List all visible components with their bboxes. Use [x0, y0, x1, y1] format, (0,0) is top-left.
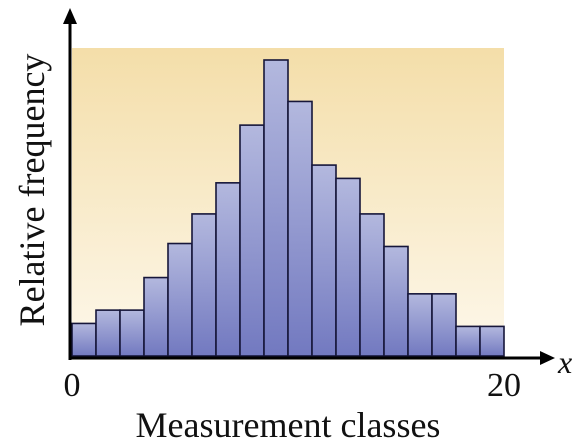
- histogram-bar: [167, 242, 193, 357]
- x-axis-arrow-icon: [540, 351, 555, 365]
- histogram-bar: [239, 124, 265, 357]
- histogram-bar: [71, 322, 97, 357]
- histogram-bar: [383, 245, 409, 357]
- x-tick-labels: 0 20: [64, 367, 522, 404]
- histogram-bar: [311, 164, 337, 357]
- histogram-bar: [479, 325, 505, 357]
- x-axis-symbol: x: [557, 344, 572, 380]
- histogram-bar: [143, 276, 169, 357]
- histogram-bar: [431, 293, 457, 357]
- bars-group: [71, 59, 505, 357]
- histogram-bar: [263, 59, 289, 357]
- x-axis-label: Measurement classes: [136, 405, 441, 445]
- histogram-bar: [191, 213, 217, 357]
- x-tick-label: 20: [487, 367, 521, 404]
- histogram-bar: [119, 309, 145, 357]
- histogram-bar: [359, 213, 385, 357]
- histogram-bar: [215, 182, 241, 357]
- y-axis-arrow-icon: [63, 8, 77, 24]
- x-tick-label: 0: [64, 367, 81, 404]
- histogram-bar: [407, 293, 433, 357]
- histogram-bar: [335, 177, 361, 357]
- y-axis-label: Relative frequency: [12, 54, 52, 327]
- histogram-bar: [455, 325, 481, 357]
- histogram-bar: [95, 309, 121, 357]
- histogram-bar: [287, 100, 313, 357]
